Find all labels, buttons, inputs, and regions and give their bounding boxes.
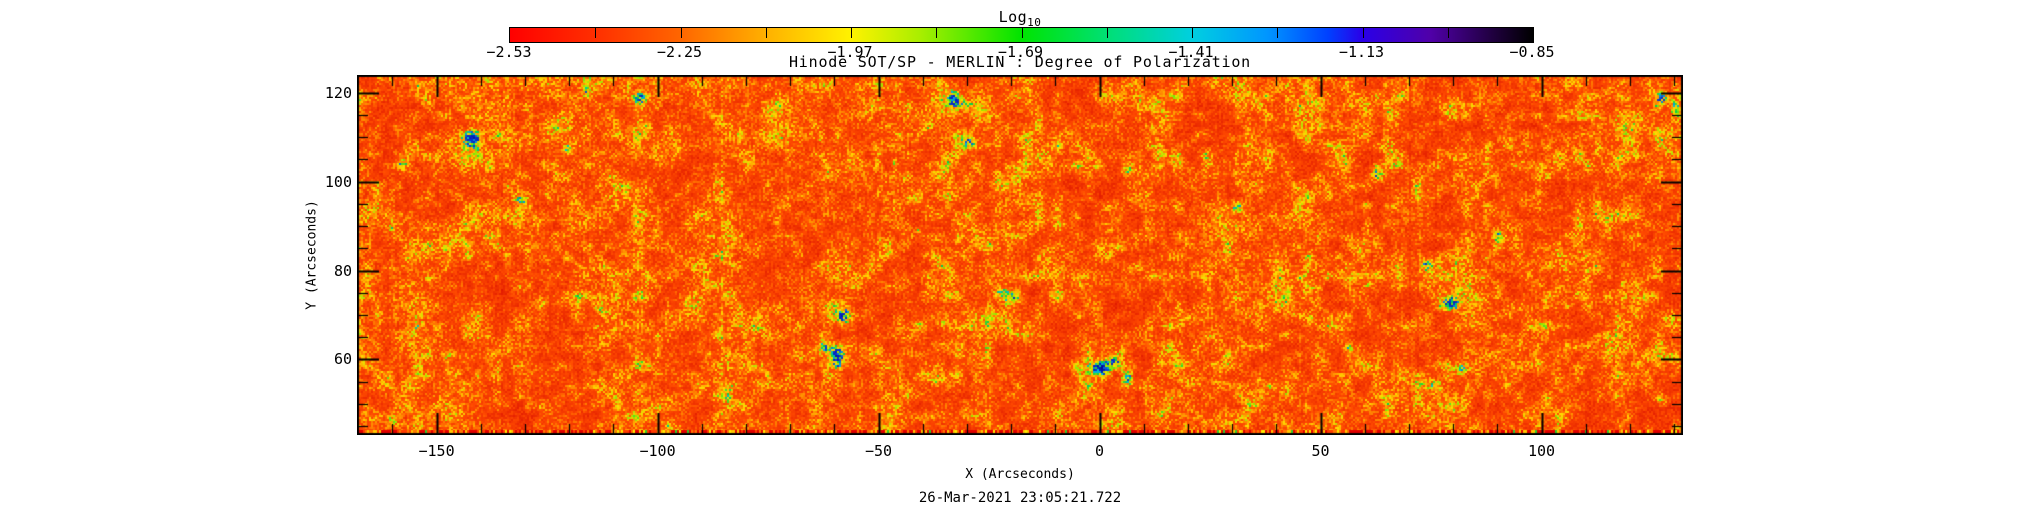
x-tick-label: 50 [1311,442,1330,460]
colorbar-tick [1106,28,1108,38]
colorbar-tick [851,28,852,38]
colorbar-title-text: Log [998,8,1028,26]
colorbar-tick [1362,28,1364,38]
y-tick-label: 100 [324,172,352,191]
y-tick-label: 60 [333,350,352,369]
colorbar-tick [595,28,597,38]
colorbar-tick [1021,28,1023,38]
x-tick-label: 0 [1095,442,1105,460]
plot-title: Hinode SOT/SP - MERLIN : Degree of Polar… [788,53,1252,71]
y-axis-label: Y (Arcseconds) [304,200,320,310]
colorbar-tick [1447,28,1449,38]
polarization-map [357,75,1683,435]
x-tick-label: −50 [865,442,893,460]
colorbar-tick [680,28,682,38]
y-tick-label: 120 [324,83,352,102]
x-tick-label: −100 [639,442,676,460]
x-axis-label: X (Arcseconds) [965,467,1075,482]
colorbar-tick [1192,28,1193,38]
colorbar-tick [1277,28,1279,38]
colorbar-gradient [509,27,1534,43]
polarization-map-canvas [357,75,1683,435]
colorbar-title-subscript: 10 [1027,16,1042,29]
x-tick-label: 100 [1528,442,1556,460]
colorbar-tick-label: −1.13 [1338,43,1385,61]
colorbar-tick-label: −0.85 [1509,43,1555,61]
timestamp-label: 26-Mar-2021 23:05:21.722 [918,490,1122,506]
colorbar-tick-label: −1.41 [1168,43,1214,61]
colorbar-tick-label: −2.53 [486,43,532,61]
y-tick-label: 80 [333,261,352,280]
colorbar-tick [765,28,767,38]
colorbar-title: Log10 [357,8,1683,29]
x-tick-label: −150 [418,442,455,460]
colorbar-tick-label: −1.69 [997,43,1044,61]
colorbar-tick-label: −1.97 [827,43,873,61]
colorbar-tick-label: −2.25 [656,43,703,61]
colorbar-tick [936,28,938,38]
